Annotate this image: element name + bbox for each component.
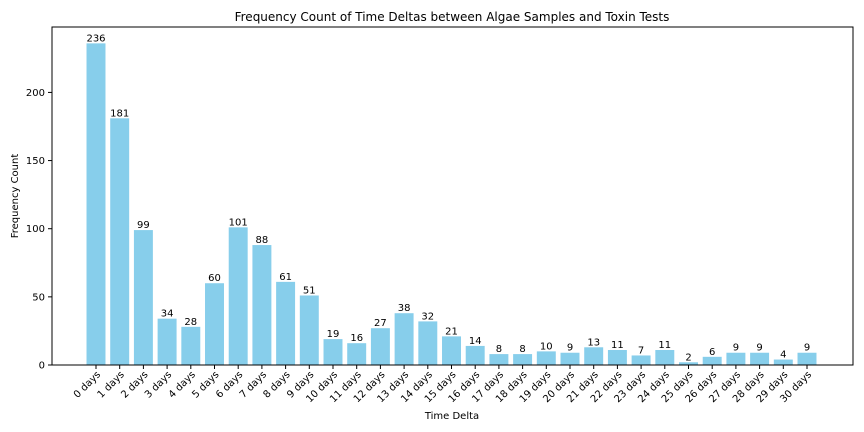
data-label: 32 [421, 311, 434, 322]
bar [560, 352, 580, 365]
data-label: 9 [733, 343, 739, 354]
bar [655, 350, 675, 365]
bar [157, 318, 177, 365]
data-label: 6 [709, 347, 715, 358]
bar [181, 326, 201, 365]
data-label: 28 [184, 317, 197, 328]
bar [442, 336, 461, 365]
bar [86, 43, 106, 366]
data-label: 21 [445, 326, 458, 337]
data-label: 19 [327, 329, 340, 340]
y-tick-label: 100 [26, 224, 45, 235]
y-tick-label: 0 [39, 361, 45, 372]
data-label: 14 [469, 336, 482, 347]
data-label: 8 [496, 344, 502, 355]
bar [205, 283, 224, 365]
bar [228, 227, 248, 365]
chart-title: Frequency Count of Time Deltas between A… [235, 10, 670, 24]
bar [631, 355, 651, 365]
bar [607, 350, 627, 365]
bar [133, 230, 153, 365]
data-label: 9 [567, 343, 573, 354]
bar [536, 351, 556, 365]
bar [110, 118, 130, 365]
data-label: 11 [611, 340, 624, 351]
data-label: 27 [374, 318, 387, 329]
bar [750, 352, 770, 365]
bar [773, 359, 793, 365]
bar [276, 281, 296, 365]
plot-frame [51, 26, 854, 366]
data-label: 38 [398, 303, 411, 314]
bar [489, 354, 509, 365]
bar [726, 352, 746, 365]
y-tick-label: 200 [26, 88, 45, 99]
data-label: 13 [587, 337, 600, 348]
data-label: 236 [86, 33, 105, 44]
y-tick-label: 50 [32, 292, 45, 303]
bar [299, 295, 319, 365]
bar [797, 352, 817, 365]
bar [323, 339, 343, 365]
data-label: 4 [780, 350, 786, 361]
x-axis-title: Time Delta [424, 411, 479, 422]
data-label: 8 [519, 344, 525, 355]
y-axis-title: Frequency Count [10, 154, 21, 239]
bar [347, 343, 367, 365]
bar [702, 356, 722, 365]
y-tick-label: 150 [26, 156, 45, 167]
data-label: 11 [658, 340, 671, 351]
data-label: 34 [161, 309, 174, 320]
data-label: 99 [137, 220, 150, 231]
bar [465, 345, 485, 365]
bar [394, 313, 414, 365]
data-label: 61 [279, 272, 292, 283]
data-label: 2 [685, 352, 691, 363]
bar [252, 245, 272, 365]
bar [418, 321, 438, 365]
data-label: 10 [540, 341, 553, 352]
data-label: 9 [804, 343, 810, 354]
data-label: 51 [303, 285, 316, 296]
data-label: 9 [756, 343, 762, 354]
data-label: 16 [350, 333, 363, 344]
data-label: 101 [229, 217, 248, 228]
bar [679, 362, 698, 365]
data-label: 60 [208, 273, 221, 284]
data-label: 181 [110, 108, 129, 119]
data-label: 88 [256, 235, 269, 246]
bar [584, 347, 604, 365]
bar [370, 328, 390, 365]
bar [513, 354, 533, 365]
data-label: 7 [638, 345, 644, 356]
